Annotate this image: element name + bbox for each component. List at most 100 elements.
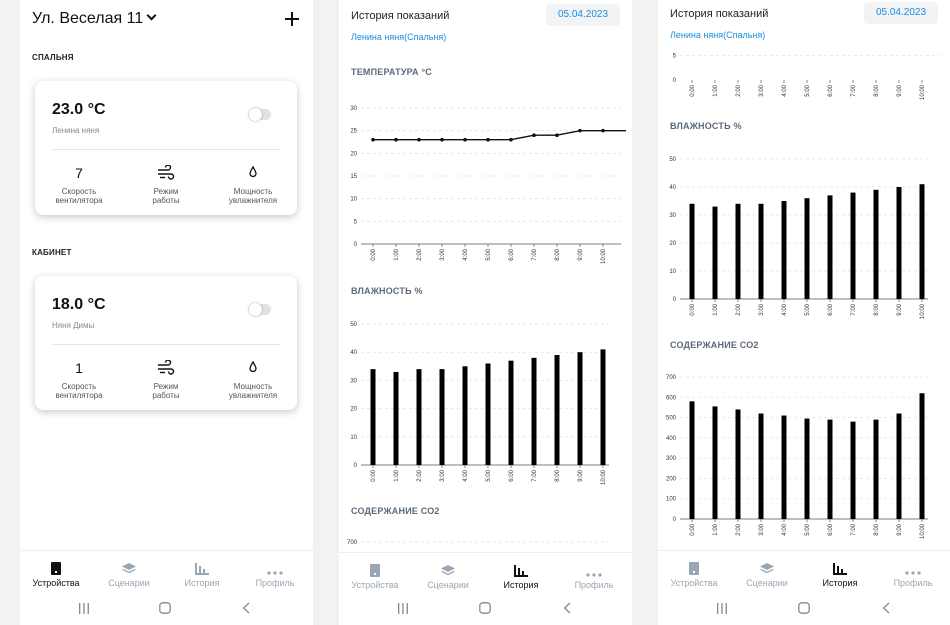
- co2-section-title: СОДЕРЖАНИЕ СО2: [351, 506, 440, 516]
- humidity-bar: [485, 363, 491, 465]
- bottom-nav: Устройства Сценарии История Профиль: [20, 550, 313, 592]
- temperature-point: [417, 137, 421, 142]
- room-title: СПАЛЬНЯ: [32, 53, 74, 62]
- fan-speed-metric[interactable]: 1 Скорость вентилятора: [39, 360, 119, 400]
- device-name: Ленина няня: [52, 126, 100, 135]
- y-tick-label: 0: [673, 78, 677, 84]
- x-tick-label: 0:00: [690, 84, 696, 96]
- x-tick-label: 2:00: [736, 84, 742, 96]
- humidity-bar: [919, 184, 925, 299]
- x-tick-label: 7:00: [851, 303, 857, 315]
- mode-metric[interactable]: Режим работы: [126, 360, 206, 400]
- co2-bar: [804, 418, 810, 519]
- add-device-icon[interactable]: [285, 12, 299, 26]
- x-tick-label: 5:00: [486, 248, 492, 260]
- fan-speed-label: Скорость: [61, 382, 97, 391]
- co2-bar: [850, 421, 856, 519]
- y-tick-label: 600: [666, 395, 677, 401]
- nav-label: Сценарии: [746, 578, 788, 588]
- co2-section-title: СОДЕРЖАНИЕ СО2: [670, 340, 759, 350]
- x-tick-label: 6:00: [509, 469, 515, 481]
- nav-profile[interactable]: Профиль: [239, 561, 311, 588]
- nav-label: Сценарии: [108, 578, 150, 588]
- recent-apps-icon[interactable]: [716, 603, 728, 614]
- nav-devices[interactable]: Устройства: [658, 561, 730, 588]
- x-tick-label: 2:00: [417, 248, 423, 260]
- y-tick-label: 5: [354, 219, 358, 225]
- device-card[interactable]: 23.0 °C Ленина няня 7 Скорость вентилятор…: [35, 81, 297, 215]
- device-card[interactable]: 18.0 °C Няня Димы 1 Скорость вентилятора …: [35, 276, 297, 410]
- more-icon: [905, 571, 921, 575]
- x-tick-label: 6:00: [509, 248, 515, 260]
- x-tick-label: 1:00: [713, 523, 719, 535]
- y-tick-label: 10: [669, 269, 676, 275]
- nav-history[interactable]: История: [166, 561, 238, 588]
- x-tick-label: 9:00: [897, 84, 903, 96]
- back-icon[interactable]: [882, 602, 890, 614]
- y-tick-label: 0: [354, 242, 358, 248]
- y-tick-label: 300: [666, 456, 677, 462]
- co2-bar: [919, 393, 925, 519]
- humidity-chart: 0 10 20 30 40 50 0:00 1:00 2:00 3:00 4:00 5:00 6:00 7…: [669, 157, 928, 319]
- room-title: КАБИНЕТ: [32, 248, 72, 257]
- temperature-chart: 0 5 10 15 20 25 30 0:00 1:00 2:00 3:00 4:00 5:00 6:00…: [350, 106, 626, 264]
- nav-label: Устройства: [32, 578, 80, 588]
- x-tick-label: 10:00: [920, 84, 926, 100]
- humidity-bar: [781, 201, 787, 299]
- nav-profile[interactable]: Профиль: [877, 561, 949, 588]
- x-tick-label: 4:00: [782, 84, 788, 96]
- x-tick-label: 9:00: [897, 523, 903, 535]
- wind-icon: [158, 165, 175, 180]
- co2-bar: [873, 419, 879, 519]
- nav-devices[interactable]: Устройства: [339, 563, 411, 590]
- x-tick-label: 4:00: [782, 523, 788, 535]
- date-picker-button[interactable]: 05.04.2023: [546, 4, 620, 26]
- nav-history[interactable]: История: [485, 563, 557, 590]
- date-picker-button[interactable]: 05.04.2023: [864, 2, 938, 24]
- x-tick-label: 0:00: [690, 303, 696, 315]
- humidity-bar: [370, 369, 376, 465]
- fan-speed-metric[interactable]: 7 Скорость вентилятора: [39, 165, 119, 205]
- back-icon[interactable]: [563, 602, 571, 614]
- nav-scenarios[interactable]: Сценарии: [731, 561, 803, 588]
- device-power-toggle[interactable]: [249, 303, 271, 316]
- address-selector[interactable]: Ул. Веселая 11: [32, 10, 157, 28]
- y-tick-label: 700: [347, 540, 358, 546]
- humidifier-power-metric[interactable]: Мощность увлажнителя: [213, 360, 293, 400]
- mode-metric[interactable]: Режим работы: [126, 165, 206, 205]
- nav-scenarios[interactable]: Сценарии: [93, 561, 165, 588]
- co2-bar: [712, 406, 718, 519]
- power-label: Мощность: [233, 382, 273, 391]
- co2-bar: [735, 409, 741, 519]
- recent-apps-icon[interactable]: [78, 603, 90, 614]
- nav-devices[interactable]: Устройства: [20, 561, 92, 588]
- y-tick-label: 700: [666, 375, 677, 381]
- home-icon[interactable]: [159, 602, 171, 614]
- nav-scenarios[interactable]: Сценарии: [412, 563, 484, 590]
- y-tick-label: 20: [350, 407, 357, 413]
- device-power-toggle[interactable]: [249, 108, 271, 121]
- history-screen: История показаний 05.04.2023 Ленина няня…: [339, 0, 632, 625]
- y-tick-label: 20: [350, 151, 357, 157]
- y-tick-label: 5: [673, 54, 677, 60]
- history-title: История показаний: [351, 10, 450, 22]
- temperature-point: [371, 137, 375, 142]
- humidity-bar: [896, 187, 902, 299]
- device-icon: [689, 562, 699, 575]
- nav-history[interactable]: История: [804, 561, 876, 588]
- devices-screen: Ул. Веселая 11 СПАЛЬНЯ 23.0 °C Ленина ня…: [20, 0, 313, 625]
- humidity-bar: [873, 189, 879, 299]
- x-tick-label: 9:00: [578, 248, 584, 260]
- device-selector-link[interactable]: Ленина няня(Спальня): [351, 32, 447, 42]
- recent-apps-icon[interactable]: [397, 603, 409, 614]
- home-icon[interactable]: [479, 602, 491, 614]
- nav-profile[interactable]: Профиль: [558, 563, 630, 590]
- droplet-icon: [249, 360, 257, 373]
- humidifier-power-metric[interactable]: Мощность увлажнителя: [213, 165, 293, 205]
- mode-label: работы: [152, 196, 180, 205]
- fan-speed-label: вентилятора: [55, 196, 103, 205]
- device-selector-link[interactable]: Ленина няня(Спальня): [670, 30, 766, 40]
- x-tick-label: 0:00: [690, 523, 696, 535]
- back-icon[interactable]: [242, 602, 250, 614]
- home-icon[interactable]: [798, 602, 810, 614]
